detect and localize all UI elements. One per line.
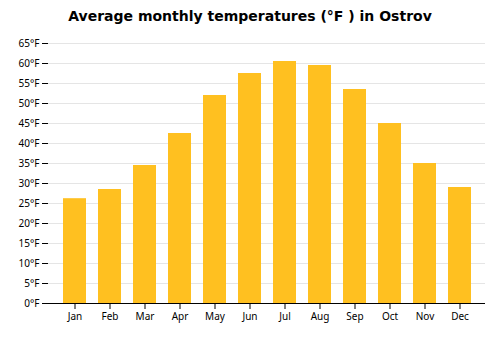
svg-text:10°F: 10°F [19,256,40,270]
svg-text:45°F: 45°F [19,116,40,130]
svg-text:50°F: 50°F [19,96,40,110]
svg-text:Dec: Dec [451,309,469,323]
svg-text:May: May [205,309,226,323]
svg-text:30°F: 30°F [19,176,40,190]
svg-text:40°F: 40°F [19,136,40,150]
svg-text:Sep: Sep [346,309,363,323]
html-text:Average monthly temperatures (: Average monthly temperatures (°F ) in Os… [68,8,432,24]
svg-text:15°F: 15°F [19,236,40,250]
svg-text:65°F: 65°F [19,36,40,50]
svg-text:60°F: 60°F [19,56,40,70]
svg-text:Oct: Oct [382,309,399,323]
svg-text:Aug: Aug [311,309,330,323]
svg-text:Feb: Feb [102,309,119,323]
svg-text:Mar: Mar [136,309,155,323]
svg-text:Nov: Nov [416,309,435,323]
svg-text:Jun: Jun [241,309,257,323]
svg-text:35°F: 35°F [19,156,40,170]
svg-text:Jan: Jan [67,309,83,323]
svg-text:0°F: 0°F [24,296,39,310]
svg-text:25°F: 25°F [19,196,40,210]
svg-text:5°F: 5°F [24,276,39,290]
svg-text:20°F: 20°F [19,216,40,230]
svg-text:Jul: Jul [278,309,291,323]
svg-text:55°F: 55°F [19,76,40,90]
svg-text:Apr: Apr [172,309,189,323]
